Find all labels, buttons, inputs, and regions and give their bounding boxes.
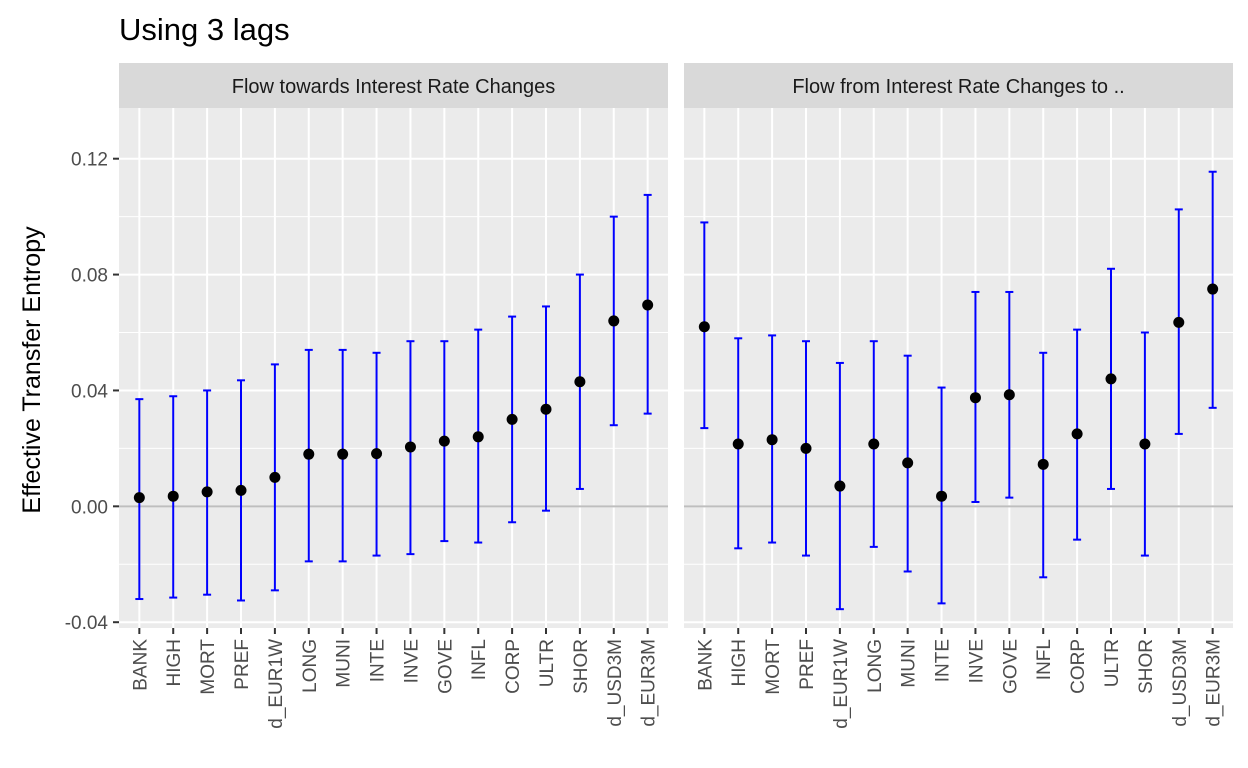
x-tick-label: ULTR (537, 639, 558, 687)
data-point-MUNI (337, 448, 349, 460)
x-tick-label: GOVE (435, 639, 456, 694)
data-point-d_USD3M (608, 315, 620, 327)
panel-strip (119, 63, 668, 108)
panel-2: Flow from Interest Rate Changes to .. BAN… (684, 63, 1233, 729)
panel-strip-label: Flow from Interest Rate Changes to .. (792, 76, 1124, 98)
x-tick-label: HIGH (164, 639, 185, 687)
data-point-PREF (800, 442, 812, 454)
panel-strip (684, 63, 1233, 108)
x-tick-label: PREF (232, 639, 253, 690)
panel-background (119, 108, 668, 628)
data-point-SHOR (574, 376, 586, 388)
y-tick-label: 0.12 (71, 150, 108, 171)
y-tick-label: -0.04 (65, 613, 109, 634)
x-tick-label: SHOR (1136, 639, 1157, 694)
x-tick-label: GOVE (1000, 639, 1021, 694)
x-tick-label: BANK (695, 639, 716, 691)
data-point-LONG (303, 448, 315, 460)
data-point-INFL (1037, 458, 1049, 470)
data-point-d_EUR3M (1207, 283, 1219, 295)
data-point-INTE (371, 448, 383, 460)
data-point-BANK (133, 492, 145, 504)
y-tick-label: 0.04 (71, 381, 108, 402)
x-tick-label: CORP (503, 639, 524, 694)
x-tick-label: INVE (966, 639, 987, 683)
data-point-BANK (698, 321, 710, 333)
data-point-MORT (766, 434, 778, 446)
y-axis: -0.04 0.00 0.04 0.08 0.12 (65, 150, 119, 634)
panels-group: Flow towards Interest Rate Changes BANK HI… (119, 63, 1233, 729)
x-tick-label: INTE (368, 639, 389, 682)
data-point-MUNI (902, 457, 914, 469)
x-tick-label: BANK (130, 639, 151, 691)
x-tick-label: d_USD3M (605, 639, 626, 727)
chart-title: Using 3 lags (119, 12, 290, 47)
x-tick-label: INTE (933, 639, 954, 682)
data-point-d_EUR3M (642, 299, 654, 311)
x-tick-label: INVE (401, 639, 422, 683)
x-tick-label: MORT (763, 639, 784, 695)
data-point-GOVE (1003, 389, 1015, 401)
data-point-d_EUR1W (834, 480, 846, 492)
data-point-INVE (404, 441, 416, 453)
x-tick-label: INFL (1034, 639, 1055, 680)
data-point-CORP (506, 413, 518, 425)
data-point-GOVE (438, 435, 450, 447)
y-axis-title: Effective Transfer Entropy (18, 226, 46, 514)
x-tick-label: MUNI (334, 639, 355, 688)
data-point-LONG (868, 438, 880, 450)
data-point-INVE (969, 392, 981, 404)
data-point-HIGH (167, 490, 179, 502)
panel-strip-label: Flow towards Interest Rate Changes (232, 76, 556, 98)
x-tick-label: PREF (797, 639, 818, 690)
x-tick-label: HIGH (729, 639, 750, 687)
x-tick-label: d_USD3M (1170, 639, 1191, 727)
y-tick-label: 0.08 (71, 266, 108, 287)
x-tick-label: MORT (198, 639, 219, 695)
data-point-CORP (1071, 428, 1083, 440)
panel-1: Flow towards Interest Rate Changes BANK HI… (119, 63, 668, 729)
data-point-d_EUR1W (269, 471, 281, 483)
x-tick-label: d_EUR3M (1204, 639, 1225, 727)
data-point-PREF (235, 484, 247, 496)
x-tick-label: ULTR (1102, 639, 1123, 687)
data-point-INFL (472, 431, 484, 443)
x-tick-label: SHOR (571, 639, 592, 694)
data-point-SHOR (1139, 438, 1151, 450)
data-point-MORT (201, 486, 213, 498)
x-tick-label: INFL (469, 639, 490, 680)
data-point-INTE (936, 490, 948, 502)
x-tick-label: d_EUR1W (266, 639, 287, 729)
x-tick-label: LONG (300, 639, 321, 693)
data-point-ULTR (1105, 373, 1117, 385)
data-point-ULTR (540, 403, 552, 415)
x-tick-label: MUNI (899, 639, 920, 688)
x-tick-label: CORP (1068, 639, 1089, 694)
x-tick-label: d_EUR1W (831, 639, 852, 729)
y-tick-label: 0.00 (71, 497, 108, 518)
data-point-d_USD3M (1173, 316, 1185, 328)
panel-background (684, 108, 1233, 628)
data-point-HIGH (732, 438, 744, 450)
x-tick-label: d_EUR3M (639, 639, 660, 727)
x-tick-label: LONG (865, 639, 886, 693)
